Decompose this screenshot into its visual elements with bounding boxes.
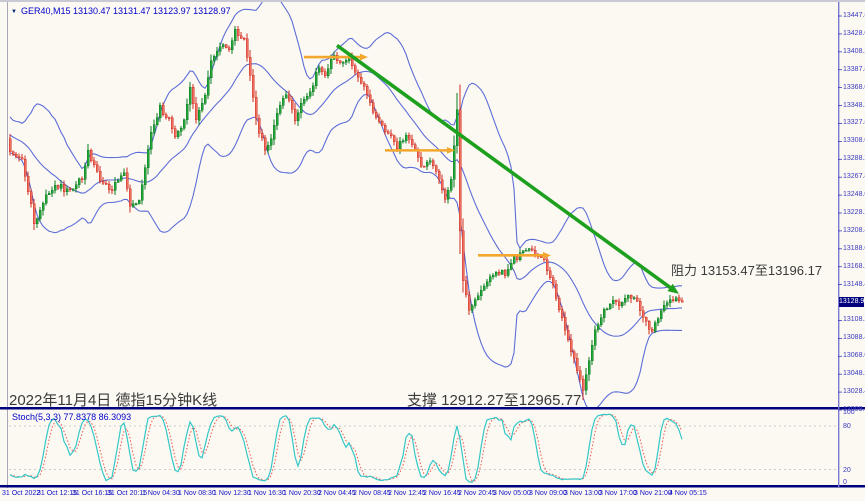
time-axis-label: 2 Nov 04:45 xyxy=(318,490,356,497)
price-axis-label: 13108.20 xyxy=(843,316,865,323)
chart-left-frame xyxy=(7,2,8,488)
support-annotation: 支撑 12912.27至12965.77 xyxy=(407,392,582,409)
price-axis-label: 13068.00 xyxy=(843,352,865,359)
time-axis-label: 2 Nov 16:45 xyxy=(423,490,461,497)
bollinger-upper-band xyxy=(9,2,682,289)
stoch-main-line xyxy=(9,413,683,483)
current-price-tag: 13128.97 xyxy=(839,297,865,307)
candlestick-series xyxy=(9,25,684,400)
time-axis-label: 31 Oct 2022 xyxy=(2,490,41,497)
symbol-quote-text: GER40,M15 13130.47 13131.47 13123.97 131… xyxy=(20,6,231,16)
arrow-head xyxy=(360,53,368,61)
price-axis-label: 13447.80 xyxy=(843,12,865,19)
time-axis-label: 1 Nov 12:30 xyxy=(213,490,251,497)
price-axis-label: 13368.00 xyxy=(843,84,865,91)
price-axis-label: 13088.40 xyxy=(843,334,865,341)
resistance-annotation: 阻力 13153.47至13196.17 xyxy=(671,263,823,278)
time-axis-label: 3 Nov 17:00 xyxy=(599,490,637,497)
axis-separator-line xyxy=(838,2,840,487)
stoch-indicator-label: Stoch(5,3,3) 77.8378 86.3093 xyxy=(12,412,131,422)
stoch-scale-label: 80 xyxy=(843,423,851,430)
time-axis-label: 1 Nov 16:30 xyxy=(248,490,286,497)
arrow-head xyxy=(447,146,455,154)
trendline-arrow-head xyxy=(667,283,679,294)
time-axis-label: 31 Oct 16:15 xyxy=(72,490,113,497)
time-axis-label: 3 Nov 13:00 xyxy=(564,490,602,497)
price-axis-label: 13348.20 xyxy=(843,102,865,109)
arrow-head xyxy=(543,251,551,259)
price-axis-label: 13267.80 xyxy=(843,173,865,180)
date-annotation: 2022年11月4日 德指15分钟K线 xyxy=(9,392,218,409)
price-axis-label: 13288.20 xyxy=(843,155,865,162)
price-axis-label: 13148.40 xyxy=(843,281,865,288)
price-axis-label: 13387.80 xyxy=(843,66,865,73)
bottom-separator xyxy=(0,485,865,488)
window-top-edge xyxy=(0,0,865,2)
time-axis-label: 3 Nov 05:00 xyxy=(493,490,531,497)
time-axis-label: 1 Nov 20:30 xyxy=(283,490,321,497)
price-axis-label: 13188.00 xyxy=(843,245,865,252)
collapse-icon[interactable]: ▼ xyxy=(11,9,17,15)
trendline[interactable] xyxy=(335,43,679,294)
time-axis-label: 31 Oct 12:15 xyxy=(37,490,78,497)
price-axis-label: 13428.00 xyxy=(843,30,865,37)
time-axis-label: 4 Nov 05:15 xyxy=(669,490,707,497)
price-axis-label: 13008.60 xyxy=(843,406,865,413)
time-axis-label: 2 Nov 08:45 xyxy=(353,490,391,497)
stoch-k-value: 77.8378 xyxy=(63,412,97,422)
time-axis-label: 1 Nov 08:30 xyxy=(178,490,216,497)
time-axis-label: 3 Nov 09:00 xyxy=(529,490,567,497)
price-axis-label: 13228.20 xyxy=(843,209,865,216)
price-axis-label: 13208.40 xyxy=(843,227,865,234)
stochastic-panel xyxy=(9,413,838,483)
symbol-quote-line: ▼ GER40,M15 13130.47 13131.47 13123.97 13… xyxy=(11,6,231,16)
price-axis-label: 13327.80 xyxy=(843,119,865,126)
stoch-d-value: 86.3093 xyxy=(98,412,132,422)
price-axis-label: 13028.40 xyxy=(843,388,865,395)
bollinger-middle-band xyxy=(9,63,682,337)
stoch-scale-label: 0 xyxy=(843,479,847,486)
time-axis-label: 3 Nov 21:00 xyxy=(634,490,672,497)
time-axis-label: 2 Nov 20:45 xyxy=(458,490,496,497)
bollinger-lower-band xyxy=(9,93,682,407)
panel-separator[interactable] xyxy=(0,407,865,410)
time-axis-label: 31 Oct 20:15 xyxy=(107,490,148,497)
price-axis-label: 13248.00 xyxy=(843,191,865,198)
stoch-scale-label: 100 xyxy=(843,409,855,416)
time-axis-label: 1 Nov 04:30 xyxy=(142,490,180,497)
price-axis-label: 13408.20 xyxy=(843,48,865,55)
price-axis-label: 13168.20 xyxy=(843,263,865,270)
price-axis-label: 13308.00 xyxy=(843,137,865,144)
time-axis-label: 2 Nov 12:45 xyxy=(388,490,426,497)
trendline-segment xyxy=(335,43,676,292)
stoch-name: Stoch(5,3,3) xyxy=(12,412,62,422)
price-axis-label: 13048.20 xyxy=(843,370,865,377)
stoch-scale-label: 20 xyxy=(843,467,851,474)
